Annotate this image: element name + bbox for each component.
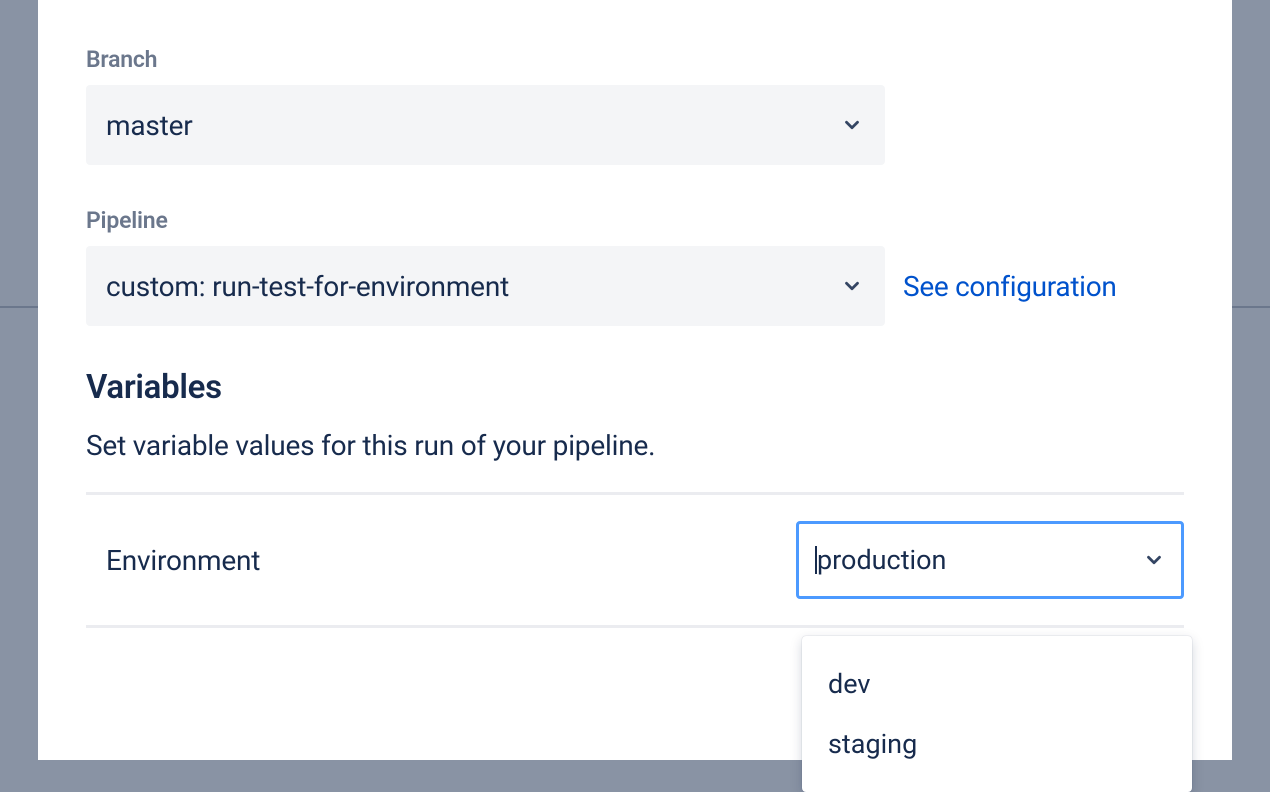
environment-select-value: production xyxy=(817,544,946,576)
variables-subtext: Set variable values for this run of your… xyxy=(86,429,1184,462)
environment-select-text: production xyxy=(817,544,946,576)
variable-row: Environment production xyxy=(86,495,1184,625)
branch-label: Branch xyxy=(86,46,1184,73)
text-caret xyxy=(815,546,817,574)
branch-select-row: master xyxy=(86,85,1184,165)
chevron-down-icon xyxy=(841,114,863,136)
environment-dropdown: dev staging xyxy=(802,636,1192,792)
pipeline-select-row: custom: run-test-for-environment See con… xyxy=(86,246,1184,326)
variables-heading: Variables xyxy=(86,368,1184,407)
chevron-down-icon xyxy=(841,275,863,297)
dropdown-option-staging[interactable]: staging xyxy=(802,714,1192,774)
chevron-down-icon xyxy=(1143,549,1165,571)
dropdown-option-dev[interactable]: dev xyxy=(802,654,1192,714)
divider xyxy=(86,625,1184,628)
see-configuration-link[interactable]: See configuration xyxy=(903,270,1117,303)
environment-select[interactable]: production xyxy=(796,521,1184,599)
pipeline-select-value: custom: run-test-for-environment xyxy=(106,270,509,303)
branch-select[interactable]: master xyxy=(86,85,885,165)
pipeline-select[interactable]: custom: run-test-for-environment xyxy=(86,246,885,326)
variable-name: Environment xyxy=(86,544,260,577)
pipeline-label: Pipeline xyxy=(86,207,1184,234)
branch-select-value: master xyxy=(106,109,193,142)
